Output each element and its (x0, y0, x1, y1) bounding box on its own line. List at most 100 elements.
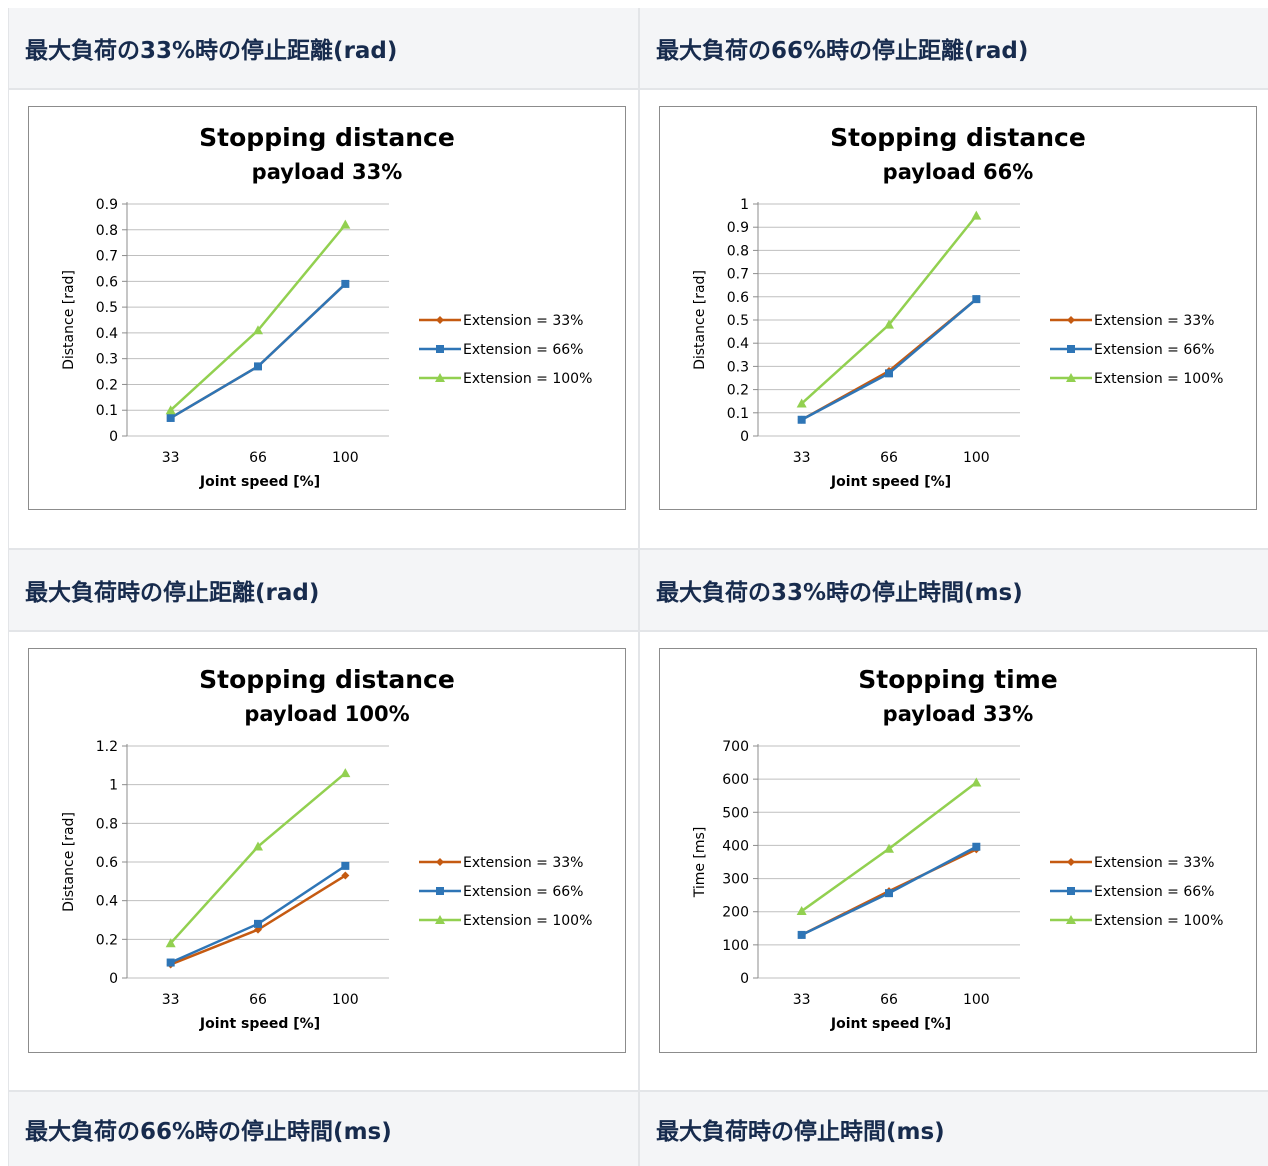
y-axis-title: Distance [rad] (61, 812, 77, 912)
legend-label: Extension = 100% (1094, 371, 1223, 387)
x-axis-title: Joint speed [%] (830, 1016, 951, 1032)
y-tick-label: 0.8 (96, 223, 118, 239)
y-tick-label: 200 (722, 905, 749, 921)
y-tick-label: 0.8 (96, 816, 118, 832)
y-tick-label: 0 (109, 429, 118, 445)
chart-panel: Stopping time payload 33% 0 100 200 300 400 500… (659, 648, 1257, 1053)
y-tick-label: 0.9 (727, 220, 749, 236)
data-point (797, 930, 806, 939)
y-tick-label: 1.2 (96, 739, 118, 755)
series-line (170, 283, 347, 420)
data-point (796, 906, 807, 916)
y-tick-label: 0.3 (96, 352, 118, 368)
series-line (169, 223, 347, 412)
x-axis-title: Joint speed [%] (199, 474, 320, 490)
y-tick-label: 700 (722, 739, 749, 755)
y-axis-title: Time [ms] (692, 827, 708, 899)
legend-label: Extension = 100% (1094, 913, 1223, 929)
x-tick-label: 33 (162, 450, 180, 466)
legend-marker (1066, 373, 1076, 382)
y-tick-label: 600 (722, 772, 749, 788)
data-point (165, 405, 176, 415)
legend-label: Extension = 100% (463, 913, 592, 929)
x-tick-label: 33 (162, 992, 180, 1008)
row-divider (8, 1090, 1268, 1092)
header-text: 最大負荷の33%時の停止距離(rad) (25, 38, 398, 64)
chart-subtitle: payload 33% (883, 702, 1034, 726)
x-tick-label: 66 (249, 992, 267, 1008)
data-point (796, 398, 807, 408)
data-point (166, 958, 175, 967)
legend-label: Extension = 66% (1094, 342, 1214, 358)
y-tick-label: 300 (722, 872, 749, 888)
legend-marker (1066, 915, 1076, 924)
legend-label: Extension = 33% (1094, 313, 1214, 329)
data-point (972, 295, 981, 304)
y-tick-label: 0.6 (96, 274, 118, 290)
x-tick-label: 100 (963, 450, 990, 466)
x-tick-label: 66 (880, 450, 898, 466)
legend-marker (435, 373, 445, 382)
data-point (254, 362, 262, 371)
data-point (971, 777, 982, 787)
chart-panel: Stopping distance payload 33% 0 0.1 0.2 0.3 0.… (28, 106, 626, 510)
y-tick-label: 0 (740, 429, 749, 445)
y-axis-title: Distance [rad] (61, 270, 77, 370)
row-divider (8, 548, 1268, 550)
y-tick-label: 0.6 (727, 290, 749, 306)
chart-svg: Stopping time payload 33% 0 100 200 300 400 500… (692, 665, 1223, 1032)
series-line (170, 283, 347, 420)
legend-label: Extension = 33% (1094, 855, 1214, 871)
y-tick-label: 400 (722, 838, 749, 854)
legend-marker (1067, 858, 1075, 866)
data-point (341, 279, 350, 288)
y-tick-label: 0.4 (96, 894, 118, 910)
legend-marker (1067, 316, 1075, 324)
series-line (169, 772, 347, 945)
chart-subtitle: payload 33% (252, 160, 403, 184)
table-header-cell: 最大負荷時の停止時間(ms) (640, 1092, 1268, 1166)
x-tick-label: 66 (249, 450, 267, 466)
chart-svg: Stopping distance payload 33% 0 0.1 0.2 0.3 0.… (61, 123, 592, 490)
data-point (884, 319, 894, 329)
data-point (341, 871, 350, 880)
header-text: 最大負荷の33%時の停止時間(ms) (656, 580, 1023, 606)
table-header-cell: 最大負荷の33%時の停止時間(ms) (640, 550, 1268, 630)
data-point (885, 889, 893, 898)
chart-subtitle: payload 100% (244, 702, 409, 726)
chart-title: Stopping distance (830, 123, 1086, 152)
x-tick-label: 100 (332, 992, 359, 1008)
x-tick-label: 33 (793, 450, 811, 466)
legend-label: Extension = 66% (463, 342, 583, 358)
y-tick-label: 0.7 (727, 267, 749, 283)
y-tick-label: 100 (722, 938, 749, 954)
legend-marker (436, 316, 444, 324)
y-tick-label: 0.2 (96, 377, 118, 393)
chart-svg: Stopping distance payload 100% 0 0.2 0.4 0.6 0… (61, 665, 592, 1032)
legend-label: Extension = 66% (463, 884, 583, 900)
data-point (797, 415, 806, 424)
table-header-cell: 最大負荷の66%時の停止時間(ms) (9, 1092, 638, 1166)
header-text: 最大負荷の66%時の停止距離(rad) (656, 38, 1029, 64)
x-tick-label: 100 (332, 450, 359, 466)
table-border-left (8, 8, 9, 1166)
legend-marker (1067, 345, 1075, 353)
row-divider (8, 88, 1268, 90)
chart-subtitle: payload 66% (883, 160, 1034, 184)
y-tick-label: 0.4 (727, 336, 749, 352)
y-tick-label: 1 (740, 197, 749, 213)
y-tick-label: 0.5 (727, 313, 749, 329)
data-point (165, 938, 176, 948)
y-axis-title: Distance [rad] (692, 270, 708, 370)
y-tick-label: 0.6 (96, 855, 118, 871)
chart-panel: Stopping distance payload 66% 0 0.1 0.2 0.3 0.… (659, 106, 1257, 510)
y-tick-label: 0.2 (96, 932, 118, 948)
y-tick-label: 0.2 (727, 383, 749, 399)
data-point (253, 841, 263, 851)
legend-marker (435, 915, 445, 924)
header-text: 最大負荷時の停止時間(ms) (656, 1119, 945, 1145)
x-axis-title: Joint speed [%] (199, 1016, 320, 1032)
x-tick-label: 100 (963, 992, 990, 1008)
y-tick-label: 0 (109, 971, 118, 987)
